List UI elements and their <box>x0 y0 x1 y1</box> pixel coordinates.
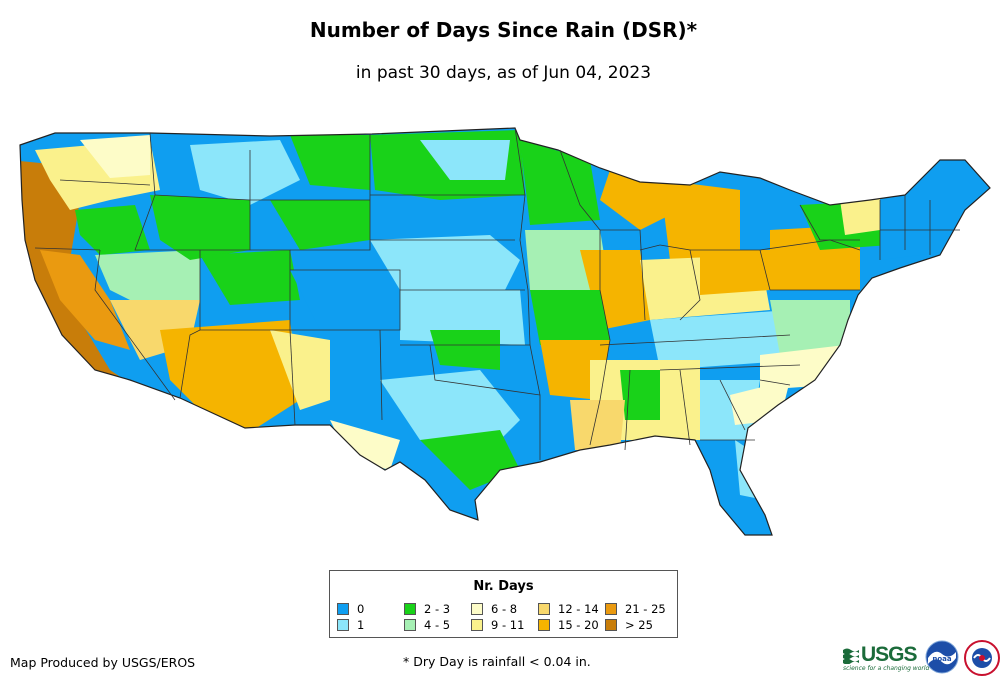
legend-label: 15 - 20 <box>558 618 599 632</box>
zone-mi-orange <box>660 180 740 260</box>
legend-item-15-20: 15 - 20 <box>538 617 605 633</box>
legend-item-2-3: 2 - 3 <box>404 601 471 617</box>
zone-ne-lightblue <box>370 235 520 300</box>
zone-west-coast-gt25 <box>20 160 240 460</box>
legend-title: Nr. Days <box>473 579 534 594</box>
zone-nm-az-yellow <box>270 330 330 410</box>
dry-day-note: * Dry Day is rainfall < 0.04 in. <box>403 654 591 669</box>
legend-swatch <box>538 619 550 631</box>
zone-ms-green <box>620 370 660 420</box>
legend-swatch <box>337 619 349 631</box>
producer-credit: Map Produced by USGS/EROS <box>10 655 196 670</box>
agency-logos: USGS science for a changing world noaa <box>843 639 1005 679</box>
zone-id-green <box>150 195 250 260</box>
zone-mo-green <box>530 290 610 345</box>
usgs-wordmark: USGS <box>861 643 918 666</box>
zone-nv-lightgreen <box>95 250 200 310</box>
legend-item-12-14: 12 - 14 <box>538 601 605 617</box>
noaa-text: noaa <box>932 655 952 663</box>
legend-label: 0 <box>357 602 365 616</box>
map-subtitle: in past 30 days, as of Jun 04, 2023 <box>355 63 652 83</box>
zone-mt-lightblue <box>190 140 300 205</box>
legend-item-9-11: 9 - 11 <box>471 617 538 633</box>
zone-tx-west-yellow <box>330 420 400 470</box>
zone-ut-green <box>200 250 300 305</box>
zone-ne-blue <box>880 160 990 260</box>
zone-ok-green <box>430 330 500 370</box>
zone-co-lightblue <box>290 270 405 330</box>
legend-item-6-8: 6 - 8 <box>471 601 538 617</box>
zone-mt-east-green <box>290 135 370 190</box>
legend-label: 4 - 5 <box>424 618 451 632</box>
legend-item-1: 1 <box>337 617 404 633</box>
legend-label: 1 <box>357 618 365 632</box>
usgs-logo: USGS science for a changing world <box>843 643 929 673</box>
zone-or-green <box>75 205 150 255</box>
legend-swatch <box>538 603 550 615</box>
legend-label: 12 - 14 <box>558 602 599 616</box>
legend-item-4-5: 4 - 5 <box>404 617 471 633</box>
zone-va-lightgreen <box>770 300 850 355</box>
legend-label: 2 - 3 <box>424 602 451 616</box>
zone-az-15-20 <box>160 320 300 432</box>
zone-wa-6-8 <box>80 135 150 178</box>
zone-wy-green <box>270 200 370 250</box>
map-title: Number of Days Since Rain (DSR)* <box>309 18 698 42</box>
legend-items: 0 1 2 - 3 4 - 5 6 - 8 9 - 11 12 - 14 15 … <box>337 601 677 635</box>
zone-la-yellow <box>570 400 625 450</box>
legend-swatch <box>605 619 617 631</box>
dsr-map <box>19 127 991 536</box>
legend-label: 21 - 25 <box>625 602 666 616</box>
zone-tx-green <box>420 430 520 490</box>
zone-nd-lightblue <box>420 140 510 180</box>
zone-mn-green <box>520 140 600 225</box>
zone-ny-yellow <box>840 195 880 235</box>
dsr-zones <box>20 130 990 535</box>
legend-label: 6 - 8 <box>491 602 518 616</box>
zone-ca-21-25 <box>40 250 130 350</box>
legend-swatch <box>404 619 416 631</box>
legend-swatch <box>404 603 416 615</box>
legend-swatch <box>605 603 617 615</box>
legend: Nr. Days 0 1 2 - 3 4 - 5 6 - 8 9 - 11 12… <box>329 570 678 638</box>
usgs-wave-icon <box>843 648 859 664</box>
zone-oh-orange <box>700 250 770 295</box>
legend-label: 9 - 11 <box>491 618 525 632</box>
legend-item-21-25: 21 - 25 <box>605 601 672 617</box>
noaa-logo: noaa <box>925 640 959 674</box>
legend-swatch <box>471 603 483 615</box>
legend-item-gt25: > 25 <box>605 617 672 633</box>
legend-label: > 25 <box>625 618 653 632</box>
state-boundaries <box>19 127 991 536</box>
usgs-tagline: science for a changing world <box>843 665 930 672</box>
legend-swatch <box>337 603 349 615</box>
nws-logo <box>964 640 1000 676</box>
legend-item-0: 0 <box>337 601 404 617</box>
legend-swatch <box>471 619 483 631</box>
